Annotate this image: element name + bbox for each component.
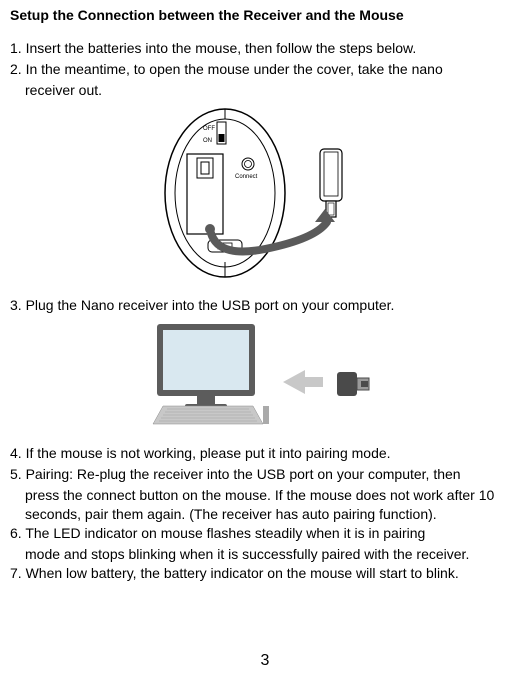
step-5: 5. Pairing: Re-plug the receiver into th… xyxy=(10,465,520,484)
step-2: 2. In the meantime, to open the mouse un… xyxy=(10,60,520,79)
page-number: 3 xyxy=(0,650,530,672)
figure-1-mouse: OFF ON Connect xyxy=(10,104,520,282)
step-7: 7. When low battery, the battery indicat… xyxy=(10,564,520,583)
step-6-cont: mode and stops blinking when it is succe… xyxy=(10,545,520,564)
step-3: 3. Plug the Nano receiver into the USB p… xyxy=(10,296,520,315)
step-6: 6. The LED indicator on mouse flashes st… xyxy=(10,524,520,543)
label-off: OFF xyxy=(203,126,215,132)
step-1: 1. Insert the batteries into the mouse, … xyxy=(10,39,520,58)
step-2-cont: receiver out. xyxy=(10,81,520,100)
label-connect: Connect xyxy=(235,174,258,180)
figure-2-computer xyxy=(10,318,520,430)
page-title: Setup the Connection between the Receive… xyxy=(10,6,520,25)
step-4: 4. If the mouse is not working, please p… xyxy=(10,444,520,463)
step-5-cont: press the connect button on the mouse. I… xyxy=(10,486,520,524)
label-on: ON xyxy=(203,138,212,144)
